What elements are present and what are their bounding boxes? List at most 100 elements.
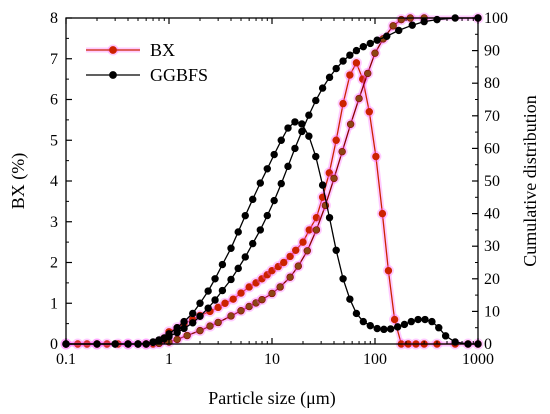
- series-0-point: [258, 275, 266, 283]
- series-1-point: [214, 318, 222, 327]
- series-1-point: [258, 295, 266, 304]
- series-1-point: [237, 307, 245, 315]
- series-3-point: [312, 96, 320, 105]
- series-2-point: [291, 118, 299, 126]
- series-0-point: [325, 169, 333, 177]
- y-right-tick-label: 20: [484, 271, 500, 288]
- series-3-point: [291, 144, 299, 153]
- series-0-point: [280, 258, 288, 267]
- series-2-point: [380, 325, 388, 334]
- series-3-point: [359, 42, 368, 51]
- series-3-point: [180, 324, 188, 333]
- series-0-point: [384, 266, 393, 275]
- series-1-point: [196, 326, 204, 335]
- series-2-point: [270, 150, 278, 159]
- series-2-point: [400, 320, 409, 329]
- y-right-tick-label: 30: [484, 238, 500, 255]
- y-right-tick-label: 100: [484, 10, 508, 27]
- y-right-tick-label: 60: [484, 140, 500, 157]
- y-left-tick-label: 4: [50, 173, 58, 190]
- series-2-point: [277, 136, 285, 144]
- series-2-point: [332, 246, 340, 254]
- y-right-tick-label: 90: [484, 43, 500, 60]
- series-2-point: [325, 213, 334, 222]
- series-2-point: [441, 332, 450, 340]
- series-1-point: [330, 174, 338, 183]
- series-2-point: [234, 228, 242, 236]
- legend-item: GGBFS: [86, 65, 208, 85]
- series-0-point: [312, 213, 321, 222]
- series-0-point: [378, 209, 387, 218]
- series-2-point: [373, 324, 381, 333]
- series-2-point: [305, 132, 313, 140]
- legend-label: GGBFS: [150, 65, 208, 85]
- series-2-point: [227, 244, 235, 252]
- series-2-point: [211, 275, 219, 283]
- series-1-point: [371, 49, 379, 57]
- series-0-point: [229, 295, 237, 303]
- series-0-point: [305, 226, 313, 234]
- series-0-point: [214, 303, 222, 312]
- series-2-point: [435, 324, 443, 332]
- series-0-point: [221, 299, 229, 307]
- series-1-point: [338, 147, 346, 156]
- series-3-point: [366, 39, 374, 48]
- series-2-point: [386, 325, 395, 333]
- series-2-point: [180, 317, 188, 326]
- x-tick-label: 100: [363, 351, 387, 368]
- series-3-point: [373, 36, 381, 44]
- y-axis-left-title: BX (%): [8, 153, 29, 210]
- series-1-point: [227, 312, 235, 320]
- series-2-point: [263, 165, 271, 173]
- series-2-point: [256, 179, 265, 187]
- series-3-point: [256, 226, 265, 234]
- y-left-tick-label: 2: [50, 255, 58, 272]
- series-3-point: [383, 32, 391, 40]
- series-3: [62, 14, 482, 348]
- series-1-point: [355, 94, 363, 103]
- y-right-tick-label: 0: [484, 336, 492, 353]
- series-0-point: [292, 246, 300, 254]
- series-1-point: [286, 273, 294, 281]
- y-right-tick-label: 80: [484, 75, 500, 92]
- series-3-point: [346, 51, 354, 59]
- series-2-point: [241, 211, 249, 220]
- series-3-point: [173, 328, 181, 337]
- y-left-tick-label: 6: [50, 92, 58, 109]
- series-0-point: [299, 238, 307, 246]
- x-tick-label: 10: [264, 351, 280, 368]
- series-2-point: [352, 309, 361, 318]
- series-3-point: [352, 46, 361, 55]
- y-left-tick-label: 8: [50, 10, 58, 27]
- series-3-point: [211, 296, 219, 304]
- series-3-point: [339, 57, 347, 65]
- legend-marker: [109, 46, 117, 54]
- x-tick-label: 1: [165, 351, 173, 368]
- series-2-point: [284, 124, 292, 132]
- series-0-point: [237, 289, 245, 297]
- series-2-point: [346, 295, 354, 303]
- series-1: [60, 12, 484, 350]
- legend-marker: [109, 71, 117, 79]
- series-0-point: [352, 59, 361, 67]
- series-2-point: [407, 317, 415, 326]
- series-1-point: [294, 262, 302, 270]
- series-2-point: [312, 152, 320, 161]
- y-right-tick-label: 10: [484, 303, 500, 320]
- series-0-point: [274, 262, 282, 271]
- series-0-point: [372, 152, 380, 161]
- y-right-tick-label: 50: [484, 173, 500, 190]
- series-3-point: [249, 239, 257, 248]
- series-0-point: [286, 252, 294, 261]
- y-right-tick-label: 40: [484, 206, 500, 223]
- y-left-tick-label: 1: [50, 295, 58, 312]
- series-2-point: [249, 195, 257, 204]
- series-2-point: [218, 260, 227, 269]
- x-tick-label: 1000: [462, 351, 494, 368]
- series-2-point: [393, 323, 402, 331]
- series-2-point: [196, 299, 204, 307]
- series-3-point: [277, 179, 285, 188]
- series-0-point: [339, 99, 347, 108]
- series-2-point: [414, 315, 422, 324]
- series-2-point: [318, 181, 327, 189]
